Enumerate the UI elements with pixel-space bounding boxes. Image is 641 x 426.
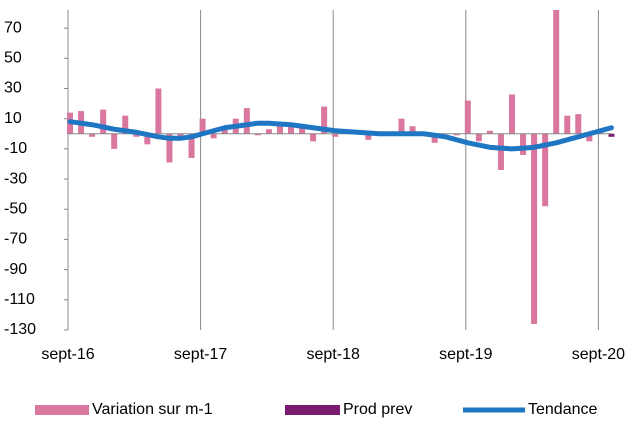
bar bbox=[166, 133, 173, 163]
y-tick-label: -50 bbox=[4, 200, 27, 217]
bar bbox=[531, 133, 538, 324]
y-tick-label: -10 bbox=[4, 140, 27, 157]
bar bbox=[310, 133, 317, 142]
bar bbox=[332, 133, 339, 137]
y-tick-label: -30 bbox=[4, 170, 27, 187]
y-tick-label: -90 bbox=[4, 261, 27, 278]
bar bbox=[265, 129, 272, 134]
bar bbox=[575, 114, 582, 134]
bar bbox=[542, 133, 549, 207]
bar bbox=[243, 108, 250, 134]
bar bbox=[111, 133, 118, 149]
y-tick-label: 50 bbox=[4, 50, 22, 67]
y-tick-label: 70 bbox=[4, 19, 22, 36]
bar bbox=[199, 118, 206, 134]
bar bbox=[453, 133, 460, 136]
x-tick-label: sept-17 bbox=[174, 346, 227, 363]
bar bbox=[409, 126, 416, 134]
y-tick-label: -70 bbox=[4, 231, 27, 248]
bar bbox=[608, 133, 615, 137]
bar bbox=[509, 94, 515, 134]
legend-swatch bbox=[35, 405, 89, 415]
y-tick-label: 10 bbox=[4, 110, 22, 127]
bar bbox=[475, 133, 482, 142]
y-tick-label: 30 bbox=[4, 80, 22, 97]
bar bbox=[365, 133, 372, 140]
bar bbox=[431, 133, 438, 143]
bar bbox=[155, 88, 162, 134]
legend-label: Variation sur m-1 bbox=[92, 401, 213, 418]
bar bbox=[254, 133, 261, 136]
x-tick-label: sept-18 bbox=[307, 346, 360, 363]
legend-label: Prod prev bbox=[343, 401, 412, 418]
x-tick-label: sept-20 bbox=[572, 346, 625, 363]
bar bbox=[288, 124, 294, 134]
bar bbox=[144, 133, 151, 145]
bar bbox=[564, 115, 571, 134]
bar bbox=[89, 133, 96, 137]
bar bbox=[276, 124, 283, 134]
bar bbox=[299, 127, 306, 134]
bar bbox=[586, 133, 593, 142]
x-tick-label: sept-16 bbox=[41, 346, 94, 363]
trend-line bbox=[67, 119, 614, 152]
bar bbox=[520, 133, 527, 155]
bar bbox=[497, 133, 504, 170]
legend-label: Tendance bbox=[528, 401, 597, 418]
bar bbox=[100, 109, 107, 134]
bar bbox=[464, 100, 471, 134]
bar bbox=[486, 130, 493, 134]
y-tick-label: -130 bbox=[4, 321, 36, 338]
bar bbox=[188, 133, 195, 158]
x-tick-label: sept-19 bbox=[439, 346, 492, 363]
y-tick-label: -110 bbox=[4, 291, 35, 308]
legend-swatch bbox=[285, 405, 340, 415]
bar bbox=[133, 133, 140, 137]
bar bbox=[210, 133, 217, 139]
bar bbox=[122, 115, 129, 134]
bar bbox=[553, 10, 560, 134]
bar bbox=[398, 118, 405, 134]
bar bbox=[321, 106, 328, 134]
